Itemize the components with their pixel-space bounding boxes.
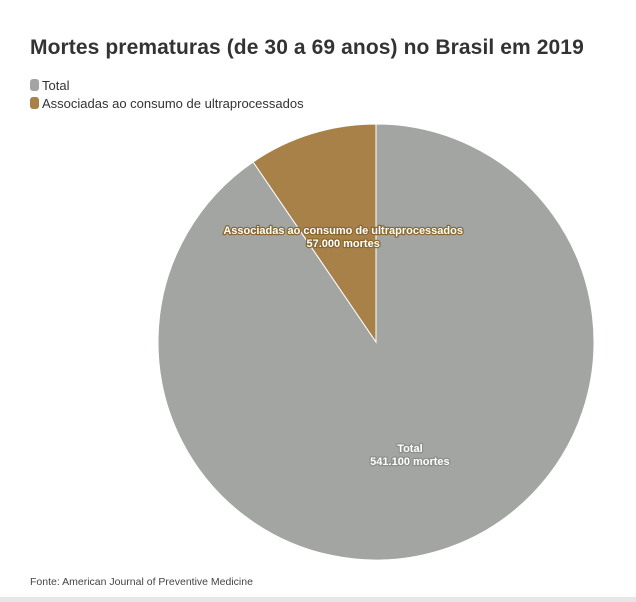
- slice-label-name-1: Associadas ao consumo de ultraprocessado…: [223, 225, 463, 237]
- legend-label-ultraprocessados: Associadas ao consumo de ultraprocessado…: [42, 95, 304, 111]
- slice-label-value-0: 541.100 mortes: [370, 456, 450, 468]
- legend-label-total: Total: [42, 77, 70, 93]
- legend-item-ultraprocessados[interactable]: Associadas ao consumo de ultraprocessado…: [30, 94, 304, 112]
- pie-slice-1[interactable]: [252, 123, 377, 344]
- legend: Total Associadas ao consumo de ultraproc…: [30, 76, 304, 112]
- legend-swatch-total: [30, 79, 39, 91]
- source-note: Fonte: American Journal of Preventive Me…: [30, 576, 253, 588]
- slice-label-value-1: 57.000 mortes: [306, 238, 379, 250]
- pie-slices: [157, 123, 595, 561]
- legend-swatch-ultraprocessados: [30, 97, 39, 109]
- bottom-divider: [0, 597, 636, 602]
- slice-label-name-0: Total: [397, 443, 422, 455]
- legend-item-total[interactable]: Total: [30, 76, 304, 94]
- chart-title: Mortes prematuras (de 30 a 69 anos) no B…: [30, 36, 584, 59]
